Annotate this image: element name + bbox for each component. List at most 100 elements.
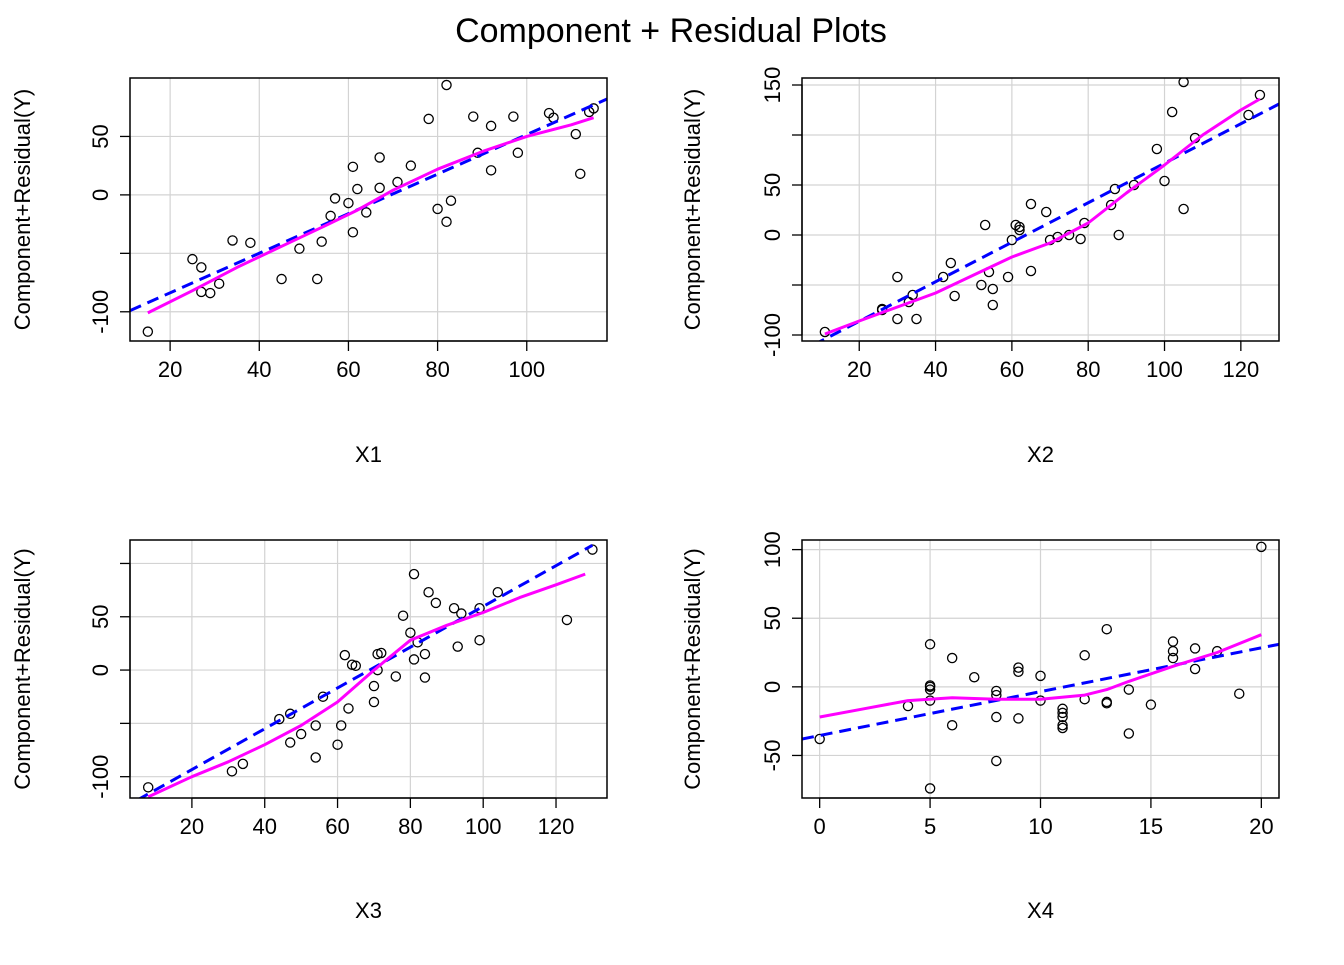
data-point <box>196 262 207 273</box>
data-point <box>1002 271 1014 283</box>
data-point <box>561 614 573 626</box>
data-point <box>1167 636 1179 647</box>
data-point <box>1057 711 1068 723</box>
y-axis: -100 0 50 <box>88 562 131 799</box>
x-tick-label: 60 <box>336 357 360 382</box>
panel-2: 20 40 60 80 100 120 -100 0 50 150 X2 Component+Resi… <box>680 67 1280 467</box>
data-point <box>1013 662 1024 673</box>
smooth-line <box>819 633 1262 719</box>
data-point <box>374 152 385 163</box>
data-point <box>485 120 497 132</box>
smooth-line <box>824 97 1261 336</box>
data-point <box>1243 109 1254 121</box>
y-tick-label: -100 <box>88 290 113 334</box>
x-axis-label: X3 <box>355 898 382 923</box>
data-point <box>284 708 296 720</box>
data-point <box>1167 645 1179 657</box>
data-point <box>245 237 256 249</box>
data-point <box>1057 707 1068 719</box>
data-point <box>419 648 431 660</box>
x-tick-label: 10 <box>1028 814 1052 839</box>
data-point <box>408 568 420 580</box>
data-point <box>1075 233 1086 245</box>
plot-frame <box>129 77 608 342</box>
data-point <box>946 720 958 731</box>
y-tick-label: -50 <box>760 740 785 772</box>
smooth-line <box>147 116 595 315</box>
x-tick-label: 100 <box>1146 357 1183 382</box>
data-point <box>492 586 504 598</box>
fit-line <box>137 543 594 798</box>
data-point <box>317 691 329 702</box>
data-point <box>408 654 420 665</box>
y-axis-label: Component+Residual(Y) <box>10 89 35 331</box>
data-point <box>1113 229 1124 241</box>
y-axis: -100 0 50 150 <box>760 67 803 357</box>
fit-line <box>130 97 607 312</box>
data-point <box>441 216 452 228</box>
data-point <box>339 649 351 661</box>
data-point <box>991 685 1002 697</box>
data-point <box>512 147 524 159</box>
data-point <box>419 672 431 683</box>
y-axis-label: Component+Residual(Y) <box>680 89 705 331</box>
data-point <box>924 639 936 650</box>
x-tick-label: 20 <box>1249 814 1273 839</box>
x-tick-label: 40 <box>923 357 947 382</box>
x-tick-label: 0 <box>814 814 826 839</box>
y-tick-label: 0 <box>760 681 785 693</box>
x-tick-label: 100 <box>465 814 502 839</box>
x-tick-label: 40 <box>252 814 276 839</box>
y-axis-label: Component+Residual(Y) <box>10 548 35 790</box>
y-tick-label: 50 <box>760 606 785 630</box>
data-point <box>343 197 354 209</box>
data-point <box>368 680 380 692</box>
data-point <box>343 703 354 714</box>
data-point <box>991 711 1002 723</box>
data-point <box>310 752 321 763</box>
data-point <box>587 544 598 555</box>
plot-frame <box>801 77 1280 342</box>
data-point <box>907 289 918 301</box>
data-point <box>946 652 958 664</box>
x-axis-label: X2 <box>1027 442 1054 467</box>
data-point <box>924 684 936 695</box>
data-point <box>1057 720 1068 731</box>
data-point <box>1167 652 1179 664</box>
x-tick-label: 15 <box>1139 814 1163 839</box>
data-point <box>949 290 960 302</box>
y-tick-label: 100 <box>760 531 785 568</box>
data-point <box>1123 684 1135 695</box>
x-axis: 20 40 60 80 100 <box>158 340 545 382</box>
y-tick-label: 50 <box>88 605 113 629</box>
y-tick-label: 50 <box>88 124 113 148</box>
data-point <box>284 737 296 748</box>
data-point <box>445 195 457 206</box>
x-axis: 20 40 60 80 100 120 <box>180 797 574 839</box>
data-point <box>1178 78 1189 88</box>
data-point <box>924 681 936 693</box>
x-tick-label: 60 <box>1000 357 1024 382</box>
data-point <box>1256 541 1267 553</box>
data-point <box>375 647 387 659</box>
data-point <box>237 758 249 770</box>
data-point <box>397 610 409 621</box>
x-tick-label: 100 <box>508 357 545 382</box>
data-point <box>1189 663 1201 675</box>
panel-1: 20 40 60 80 100 -100 0 50 X1 Component+Residual(Y… <box>10 77 608 467</box>
data-point <box>316 236 327 247</box>
x-tick-label: 20 <box>847 357 871 382</box>
data-point <box>405 627 416 639</box>
data-point <box>1035 670 1046 682</box>
data-point <box>1189 643 1201 654</box>
data-point <box>430 597 442 609</box>
data-point <box>976 279 987 291</box>
data-point <box>1109 183 1121 195</box>
panel-3: 20 40 60 80 100 120 -100 0 50 X3 Component+Residua… <box>10 539 608 923</box>
data-point <box>227 235 238 246</box>
data-point <box>325 210 336 222</box>
data-point <box>1178 203 1189 215</box>
data-point <box>368 696 380 708</box>
data-point <box>213 278 225 289</box>
